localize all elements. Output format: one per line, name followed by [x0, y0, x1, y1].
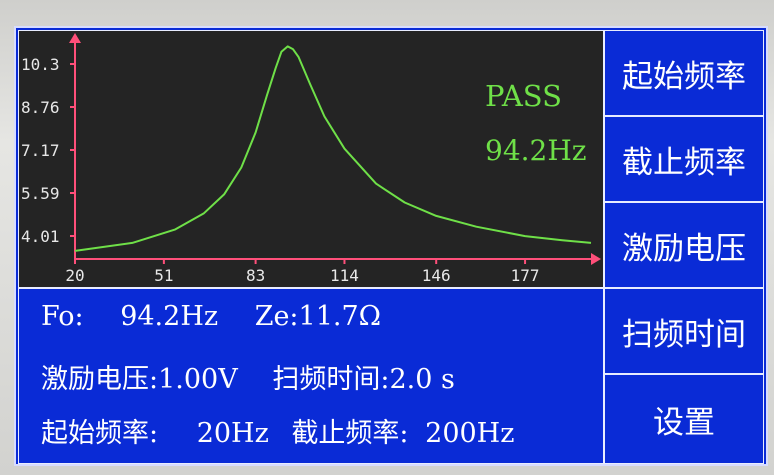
stop-freq-label: 截止频率:: [291, 418, 409, 449]
y-tick-label: 7.17: [21, 141, 60, 160]
x-tick-label: 146: [422, 266, 451, 285]
y-axis-arrow: [69, 33, 81, 43]
ze-value: 11.7Ω: [298, 301, 382, 332]
y-tick-label: 4.01: [21, 227, 60, 246]
start-freq-button[interactable]: 起始频率: [604, 30, 764, 116]
side-menu: 起始频率 截止频率 激励电压 扫频时间 设置: [604, 30, 764, 464]
x-tick-label: 114: [330, 266, 359, 285]
x-tick-label: 177: [511, 266, 540, 285]
stop-freq-value: 200Hz: [425, 418, 515, 449]
drive-voltage-value: 1.00V: [158, 364, 238, 395]
y-tick-label: 5.59: [21, 184, 60, 203]
response-curve-line: [74, 45, 592, 252]
sweep-time-button[interactable]: 扫频时间: [604, 288, 764, 374]
fo-ze-line: Fo: 94.2Hz Ze:11.7Ω: [41, 301, 381, 332]
y-tick-label: 10.3: [21, 55, 60, 74]
fo-label: Fo:: [41, 301, 84, 332]
stop-freq-button[interactable]: 截止频率: [604, 116, 764, 202]
fo-value: 94.2Hz: [120, 301, 219, 332]
peak-frequency: 94.2Hz: [485, 134, 587, 167]
start-freq-label: 起始频率:: [41, 418, 159, 449]
x-tick-label: 83: [246, 266, 265, 285]
response-curve-chart: 10.3 8.76 7.17 5.59 4.01 20 51 83 114 146 177: [21, 33, 601, 285]
settings-button[interactable]: 设置: [604, 374, 764, 464]
sweep-time-value: 2.0 s: [389, 364, 455, 395]
x-tick-label: 20: [65, 266, 84, 285]
start-freq-value: 20Hz: [196, 418, 269, 449]
x-tick-label: 51: [154, 266, 173, 285]
response-plot: 10.3 8.76 7.17 5.59 4.01 20 51 83 114 146 177 PASS…: [18, 30, 604, 288]
voltage-sweep-line: 激励电压:1.00V 扫频时间:2.0 s: [41, 357, 455, 396]
drive-voltage-label: 激励电压:: [41, 364, 159, 395]
sweep-time-label: 扫频时间:: [272, 364, 390, 395]
result-status: PASS: [485, 79, 563, 113]
measurement-info-panel: Fo: 94.2Hz Ze:11.7Ω 激励电压:1.00V 扫频时间:2.0 …: [18, 288, 604, 464]
ze-label: Ze:: [254, 301, 299, 332]
freq-range-line: 起始频率: 20Hz 截止频率: 200Hz: [41, 411, 514, 450]
drive-voltage-button[interactable]: 激励电压: [604, 202, 764, 288]
y-tick-label: 8.76: [21, 98, 60, 117]
x-axis-arrow: [591, 253, 601, 265]
